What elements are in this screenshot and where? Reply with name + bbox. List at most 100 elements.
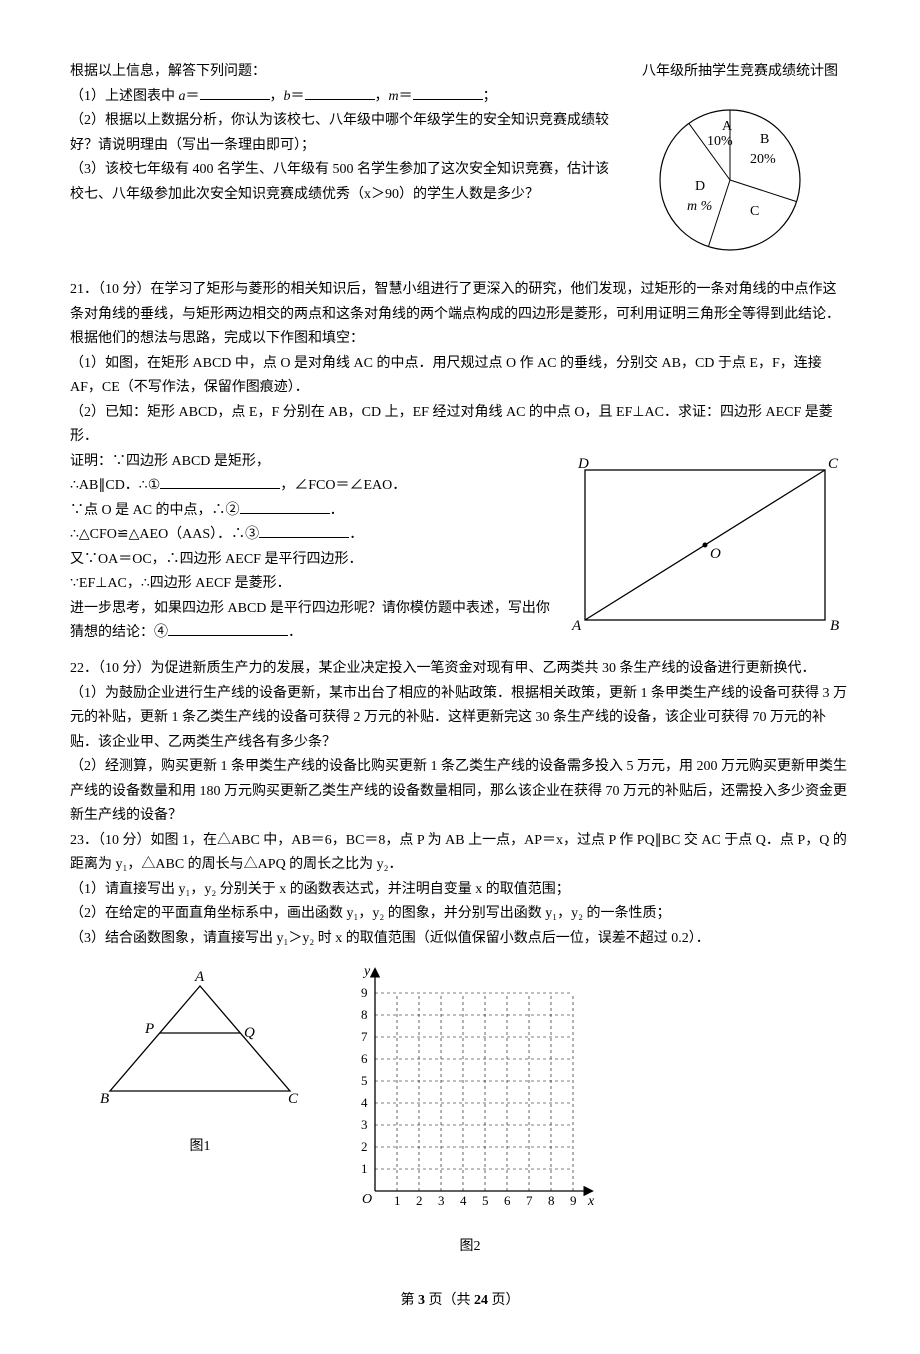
t: ． [330,503,344,518]
proof6: ∵EF⊥AC，∴四边形 AECF 是菱形． [70,572,550,597]
q21-proof: 证明：∵四边形 ABCD 是矩形， ∴AB∥CD．∴① ，∠FCO＝∠EAO． ∵… [70,450,550,646]
svg-text:9: 9 [570,1193,577,1208]
pie-D-val: m % [687,199,712,214]
blank-4 [168,621,288,636]
proof5: 又∵OA＝OC，∴四边形 AECF 是平行四边形． [70,548,550,573]
pie-chart-svg: A 10% B 20% C D m % [630,85,830,265]
triangle-svg: A B C P Q [90,961,310,1121]
svg-text:6: 6 [361,1051,368,1066]
page-total: 24 [474,1293,488,1308]
proof3: ∵点 O 是 AC 的中点，∴②． [70,499,550,524]
lbl-A: A [571,618,582,634]
svg-text:1: 1 [394,1193,401,1208]
var-m: m [389,89,399,104]
q22-head: 22．（10 分）为促进新质生产力的发展，某企业决定投入一笔资金对现有甲、乙两类… [70,657,850,682]
t: ＝ [186,89,200,104]
q21-head: 21．（10 分）在学习了矩形与菱形的相关知识后，智慧小组进行了更深入的研究，他… [70,278,850,352]
pie-A-val: 10% [707,134,733,149]
blank-3 [259,523,349,538]
t: 21．（10 分）在学习了矩形与菱形的相关知识后，智慧小组进行了更深入的研究，他… [70,282,840,346]
q20-p2: （2）根据以上数据分析，你认为该校七、八年级中哪个年级学生的安全知识竞赛成绩较好… [70,109,620,158]
svg-text:4: 4 [361,1095,368,1110]
q20-intro: 根据以上信息，解答下列问题： [70,60,620,85]
q22-p2: （2）经测算，购买更新 1 条甲类生产线的设备比购买更新 1 条乙类生产线的设备… [70,755,850,829]
proof7: 进一步思考，如果四边形 ABCD 是平行四边形呢？请你模仿题中表述，写出你猜想的… [70,597,550,646]
svg-text:9: 9 [361,985,368,1000]
q21-p2: （2）已知：矩形 ABCD，点 E，F 分别在 AB，CD 上，EF 经过对角线… [70,401,850,450]
blank-a [200,85,270,100]
t: ， [375,89,389,104]
t: （1）上述图表中 [70,89,179,104]
q21-figure: D C A B O [560,450,850,650]
svg-text:1: 1 [361,1161,368,1176]
lbl-P: P [144,1021,154,1037]
blank-1 [160,474,280,489]
lbl-O: O [710,546,721,562]
axis-y: y [362,964,371,979]
lbl-C2: C [288,1091,299,1107]
proof1: 证明：∵四边形 ABCD 是矩形， [70,450,550,475]
lbl-B: B [830,618,839,634]
t: ， [270,89,284,104]
pie-chart-block: 八年级所抽学生竞赛成绩统计图 A 10% B 20% C D m % [630,60,850,274]
svg-text:3: 3 [438,1193,445,1208]
svg-text:7: 7 [361,1029,368,1044]
t: 进一步思考，如果四边形 ABCD 是平行四边形呢？请你模仿题中表述，写出你猜想的… [70,601,550,641]
blank-m [413,85,483,100]
lbl-A2: A [194,969,205,985]
lbl-B2: B [100,1091,109,1107]
fig2-label: 图2 [340,1235,600,1260]
lbl-Q: Q [244,1025,255,1041]
proof4: ∴△CFO≌△AEO（AAS）．∴③ ． [70,523,550,548]
q20-text: 根据以上信息，解答下列问题： （1）上述图表中 a＝，b＝，m＝； （2）根据以… [70,60,620,207]
t: ∴AB∥CD．∴① [70,478,160,493]
q20-p3: （3）该校七年级有 400 名学生、八年级有 500 名学生参加了这次安全知识竞… [70,158,620,207]
t: ，∠FCO＝∠EAO． [280,478,406,493]
q21-p1: （1）如图，在矩形 ABCD 中，点 O 是对角线 AC 的中点．用尺规过点 O… [70,352,850,401]
q23-p2: （2）在给定的平面直角坐标系中，画出函数 y₁，y₂ 的图象，并分别写出函数 y… [70,902,850,927]
pie-B-val: 20% [750,152,776,167]
q23-p1: （1）请直接写出 y₁，y₂ 分别关于 x 的函数表达式，并注明自变量 x 的取… [70,878,850,903]
svg-text:8: 8 [361,1007,368,1022]
t: ． [349,527,363,542]
grid-svg: O x y 123456789 123456789 [340,961,600,1221]
blank-b [305,85,375,100]
t: 页（共 [425,1293,474,1308]
page-footer: 第 3 页（共 24 页） [70,1289,850,1314]
lbl-C: C [828,456,839,472]
t: ∴△CFO≌△AEO（AAS）．∴③ [70,527,259,542]
q23-figures: A B C P Q 图1 O x y 123456789 123456789 图… [90,961,850,1259]
axis-O: O [362,1192,372,1207]
t: ； [483,89,497,104]
svg-text:7: 7 [526,1193,533,1208]
svg-text:6: 6 [504,1193,511,1208]
q22-p1: （1）为鼓励企业进行生产线的设备更新，某市出台了相应的补贴政策．根据相关政策，更… [70,682,850,756]
fig1-block: A B C P Q 图1 [90,961,310,1259]
t: ＝ [399,89,413,104]
svg-text:2: 2 [416,1193,423,1208]
svg-text:5: 5 [361,1073,368,1088]
svg-text:2: 2 [361,1139,368,1154]
proof2: ∴AB∥CD．∴① ，∠FCO＝∠EAO． [70,474,550,499]
svg-text:5: 5 [482,1193,489,1208]
q23-head: 23．（10 分）如图 1，在△ABC 中，AB＝6，BC＝8，点 P 为 AB… [70,829,850,878]
var-b: b [284,89,291,104]
fig1-label: 图1 [90,1135,310,1160]
t: 页） [488,1293,520,1308]
pie-A-label: A [722,119,733,134]
fig2-block: O x y 123456789 123456789 图2 [340,961,600,1259]
pie-B-label: B [760,132,769,147]
t: ＝ [291,89,305,104]
t: ． [288,625,302,640]
pie-title: 八年级所抽学生竞赛成绩统计图 [630,60,850,85]
pie-C-label: C [750,204,759,219]
q20-p1: （1）上述图表中 a＝，b＝，m＝； [70,85,620,110]
rectangle-svg: D C A B O [560,450,850,640]
page-num: 3 [418,1293,425,1308]
t: 第 [401,1293,419,1308]
svg-text:8: 8 [548,1193,555,1208]
pie-D-label: D [695,179,705,194]
blank-2 [240,499,330,514]
lbl-D: D [577,456,589,472]
var-a: a [179,89,186,104]
